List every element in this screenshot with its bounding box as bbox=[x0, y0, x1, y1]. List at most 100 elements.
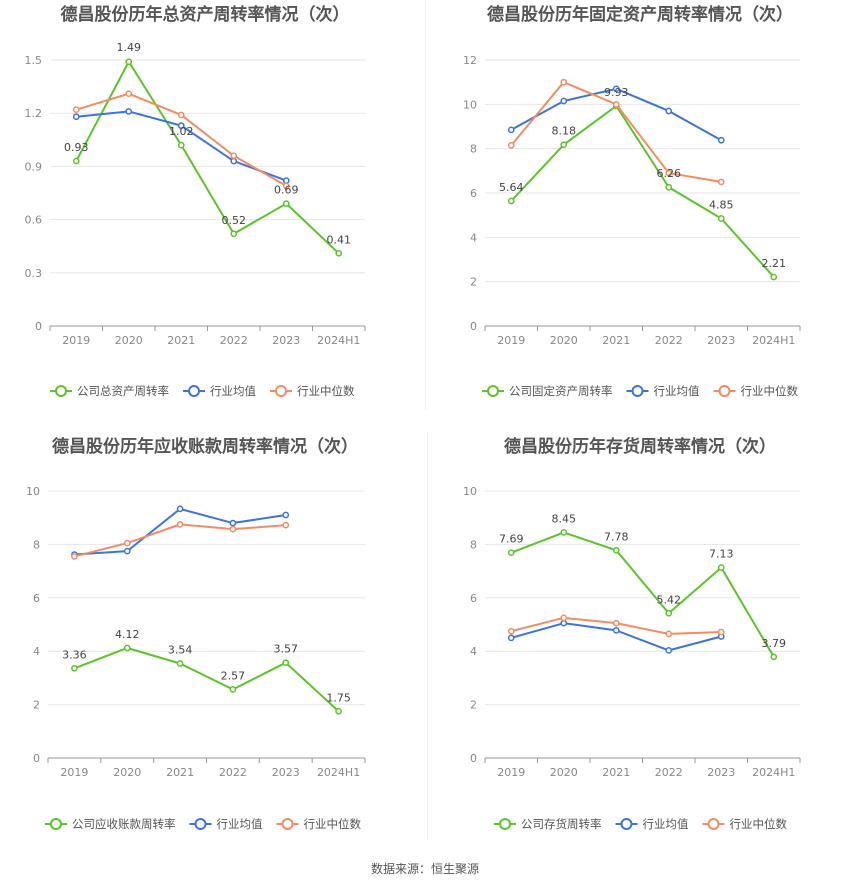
data-point-industry_avg bbox=[72, 113, 80, 121]
data-point-industry_median bbox=[282, 521, 290, 529]
vertical-divider bbox=[427, 432, 428, 840]
y-tick-label: 2 bbox=[470, 276, 477, 289]
data-point-industry_avg bbox=[665, 647, 673, 654]
data-point-industry_median bbox=[612, 100, 620, 108]
data-point-company bbox=[560, 529, 568, 536]
legend-label: 行业中位数 bbox=[297, 384, 355, 398]
data-point-industry_median bbox=[507, 141, 515, 149]
data-label: 7.78 bbox=[604, 530, 629, 543]
data-point-industry_median bbox=[230, 152, 238, 160]
y-tick-label: 0.6 bbox=[25, 214, 43, 227]
x-tick-label: 2023 bbox=[272, 766, 300, 779]
data-label: 3.79 bbox=[762, 637, 787, 650]
data-point-industry_median bbox=[72, 106, 80, 114]
legend-label: 行业均值 bbox=[210, 384, 256, 398]
data-point-company bbox=[770, 653, 778, 661]
series-line-company bbox=[510, 531, 775, 658]
y-tick-label: 4 bbox=[470, 231, 477, 244]
data-point-industry_median bbox=[282, 182, 290, 190]
x-tick-label: 2021 bbox=[602, 766, 630, 779]
legend-label: 公司存货周转率 bbox=[521, 817, 602, 831]
x-tick-label: 2019 bbox=[497, 334, 525, 347]
data-label: 4.12 bbox=[115, 628, 140, 641]
data-point-company bbox=[177, 141, 185, 149]
x-tick-label: 2019 bbox=[60, 766, 88, 779]
series-line-industry_median bbox=[75, 92, 287, 187]
data-point-company bbox=[72, 157, 80, 165]
data-point-company bbox=[717, 215, 725, 222]
data-point-company bbox=[335, 707, 342, 715]
legend-swatch-marker bbox=[620, 818, 633, 830]
data-point-industry_median bbox=[71, 553, 78, 560]
x-tick-label: 2023 bbox=[272, 334, 300, 347]
data-point-industry_median bbox=[507, 627, 515, 635]
chart-title: 德昌股份历年应收账款周转率情况（次） bbox=[52, 436, 358, 457]
legend-label: 行业均值 bbox=[654, 384, 700, 398]
data-point-company bbox=[123, 644, 131, 652]
legend-label: 公司应收账款周转率 bbox=[72, 817, 176, 831]
data-point-industry_median bbox=[612, 619, 620, 627]
data-point-company bbox=[560, 141, 568, 149]
data-point-company bbox=[665, 183, 673, 191]
data-point-industry_avg bbox=[560, 97, 568, 105]
data-label: 1.75 bbox=[326, 691, 351, 704]
data-label: 0.93 bbox=[64, 141, 89, 154]
x-tick-label: 2020 bbox=[113, 766, 141, 779]
data-label: 2.21 bbox=[762, 257, 787, 270]
y-tick-label: 10 bbox=[463, 98, 477, 111]
data-point-company bbox=[507, 549, 515, 557]
data-label: 1.02 bbox=[169, 125, 194, 138]
x-tick-label: 2024H1 bbox=[752, 766, 795, 779]
data-point-company bbox=[612, 546, 620, 554]
x-tick-label: 2019 bbox=[497, 766, 525, 779]
data-label: 4.85 bbox=[709, 198, 734, 211]
data-point-company bbox=[507, 197, 515, 205]
data-point-industry_median bbox=[717, 178, 725, 186]
y-tick-label: 6 bbox=[470, 592, 477, 605]
data-point-industry_avg bbox=[717, 136, 725, 144]
data-point-industry_avg bbox=[507, 634, 515, 642]
x-tick-label: 2020 bbox=[550, 766, 578, 779]
y-tick-label: 8 bbox=[470, 143, 477, 156]
data-point-industry_median bbox=[717, 628, 725, 636]
x-tick-label: 2020 bbox=[550, 334, 578, 347]
legend-swatch-marker bbox=[275, 385, 287, 397]
data-label: 7.13 bbox=[709, 548, 734, 561]
y-tick-label: 10 bbox=[26, 485, 40, 498]
legend-swatch-marker bbox=[50, 818, 62, 830]
legend-swatch-marker bbox=[707, 818, 720, 830]
data-label: 3.54 bbox=[168, 643, 193, 656]
y-tick-label: 1.2 bbox=[25, 107, 43, 120]
data-point-industry_avg bbox=[125, 108, 133, 115]
data-point-industry_avg bbox=[282, 177, 290, 184]
data-point-company bbox=[282, 659, 290, 667]
data-point-company bbox=[665, 609, 673, 617]
data-point-industry_avg bbox=[177, 122, 185, 129]
x-tick-label: 2021 bbox=[602, 334, 630, 347]
y-tick-label: 6 bbox=[33, 592, 40, 605]
y-tick-label: 0 bbox=[35, 320, 42, 333]
chart-title: 德昌股份历年存货周转率情况（次） bbox=[504, 436, 776, 457]
y-tick-label: 0.3 bbox=[25, 267, 43, 280]
legend-label: 行业均值 bbox=[643, 817, 689, 831]
data-label: 2.57 bbox=[221, 669, 246, 682]
data-point-industry_avg bbox=[282, 511, 290, 519]
series-line-company bbox=[75, 60, 340, 255]
data-point-industry_avg bbox=[230, 157, 238, 165]
y-tick-label: 8 bbox=[33, 538, 40, 551]
x-tick-label: 2023 bbox=[707, 766, 735, 779]
data-point-industry_avg bbox=[612, 627, 620, 634]
x-tick-label: 2021 bbox=[166, 766, 194, 779]
data-label: 8.45 bbox=[552, 512, 577, 525]
data-point-company bbox=[717, 564, 725, 571]
data-label: 0.41 bbox=[327, 233, 352, 246]
data-point-industry_median bbox=[176, 521, 184, 528]
data-label: 7.69 bbox=[499, 533, 524, 546]
x-tick-label: 2020 bbox=[115, 334, 143, 347]
legend-swatch-marker bbox=[55, 385, 67, 397]
y-tick-label: 10 bbox=[463, 485, 477, 498]
x-tick-label: 2022 bbox=[655, 334, 683, 347]
data-point-company bbox=[335, 249, 343, 257]
x-tick-label: 2024H1 bbox=[317, 766, 360, 779]
